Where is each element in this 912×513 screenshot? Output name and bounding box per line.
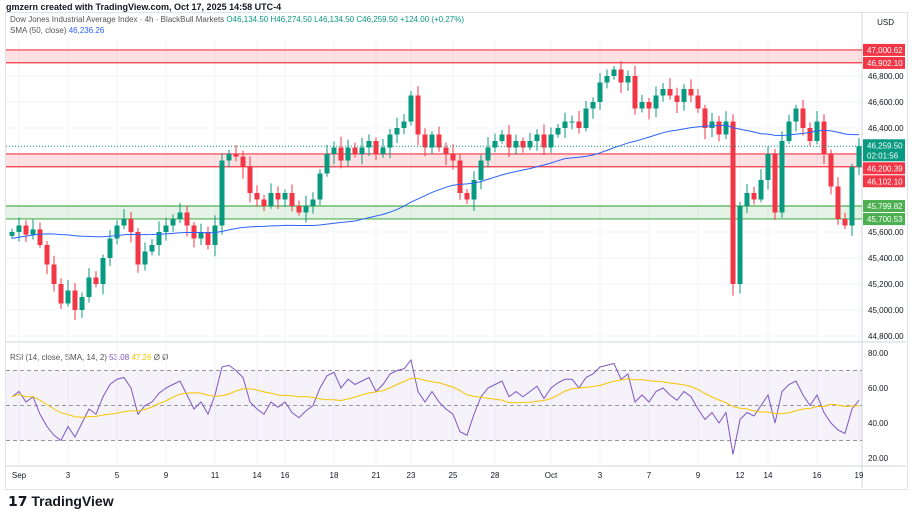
- symbol-legend: Dow Jones Industrial Average Index · 4h …: [10, 15, 464, 24]
- attribution-header: gmzern created with TradingView.com, Oct…: [6, 2, 282, 12]
- open-value: O46,134.50: [226, 15, 269, 24]
- logo-text: TradingView: [31, 493, 114, 509]
- close-value: C46,259.50: [356, 15, 398, 24]
- low-value: L46,134.50: [314, 15, 355, 24]
- rsi-extra-1: Ø: [153, 353, 160, 362]
- change-value: +124.00 (+0.27%): [399, 15, 465, 24]
- rsi-extra-2: Ø: [162, 353, 169, 362]
- rsi-sma-value: 47.26: [131, 353, 152, 362]
- sma-label: SMA (50, close): [10, 26, 67, 35]
- rsi-legend[interactable]: RSI (14, close, SMA, 14, 2) 53.08 47.26 …: [10, 353, 168, 362]
- high-value: H46,274.50: [270, 15, 312, 24]
- logo-icon: 𝟭𝟳: [8, 493, 32, 509]
- currency-label[interactable]: USD: [877, 18, 894, 27]
- rsi-value: 53.08: [109, 353, 130, 362]
- chart-frame: [5, 12, 908, 490]
- sma-legend[interactable]: SMA (50, close) 46,236.26: [10, 26, 104, 35]
- symbol-title[interactable]: Dow Jones Industrial Average Index · 4h …: [10, 15, 225, 24]
- tradingview-logo: 𝟭𝟳 TradingView: [8, 493, 114, 510]
- sma-value: 46,236.26: [68, 26, 105, 35]
- rsi-label: RSI (14, close, SMA, 14, 2): [10, 353, 107, 362]
